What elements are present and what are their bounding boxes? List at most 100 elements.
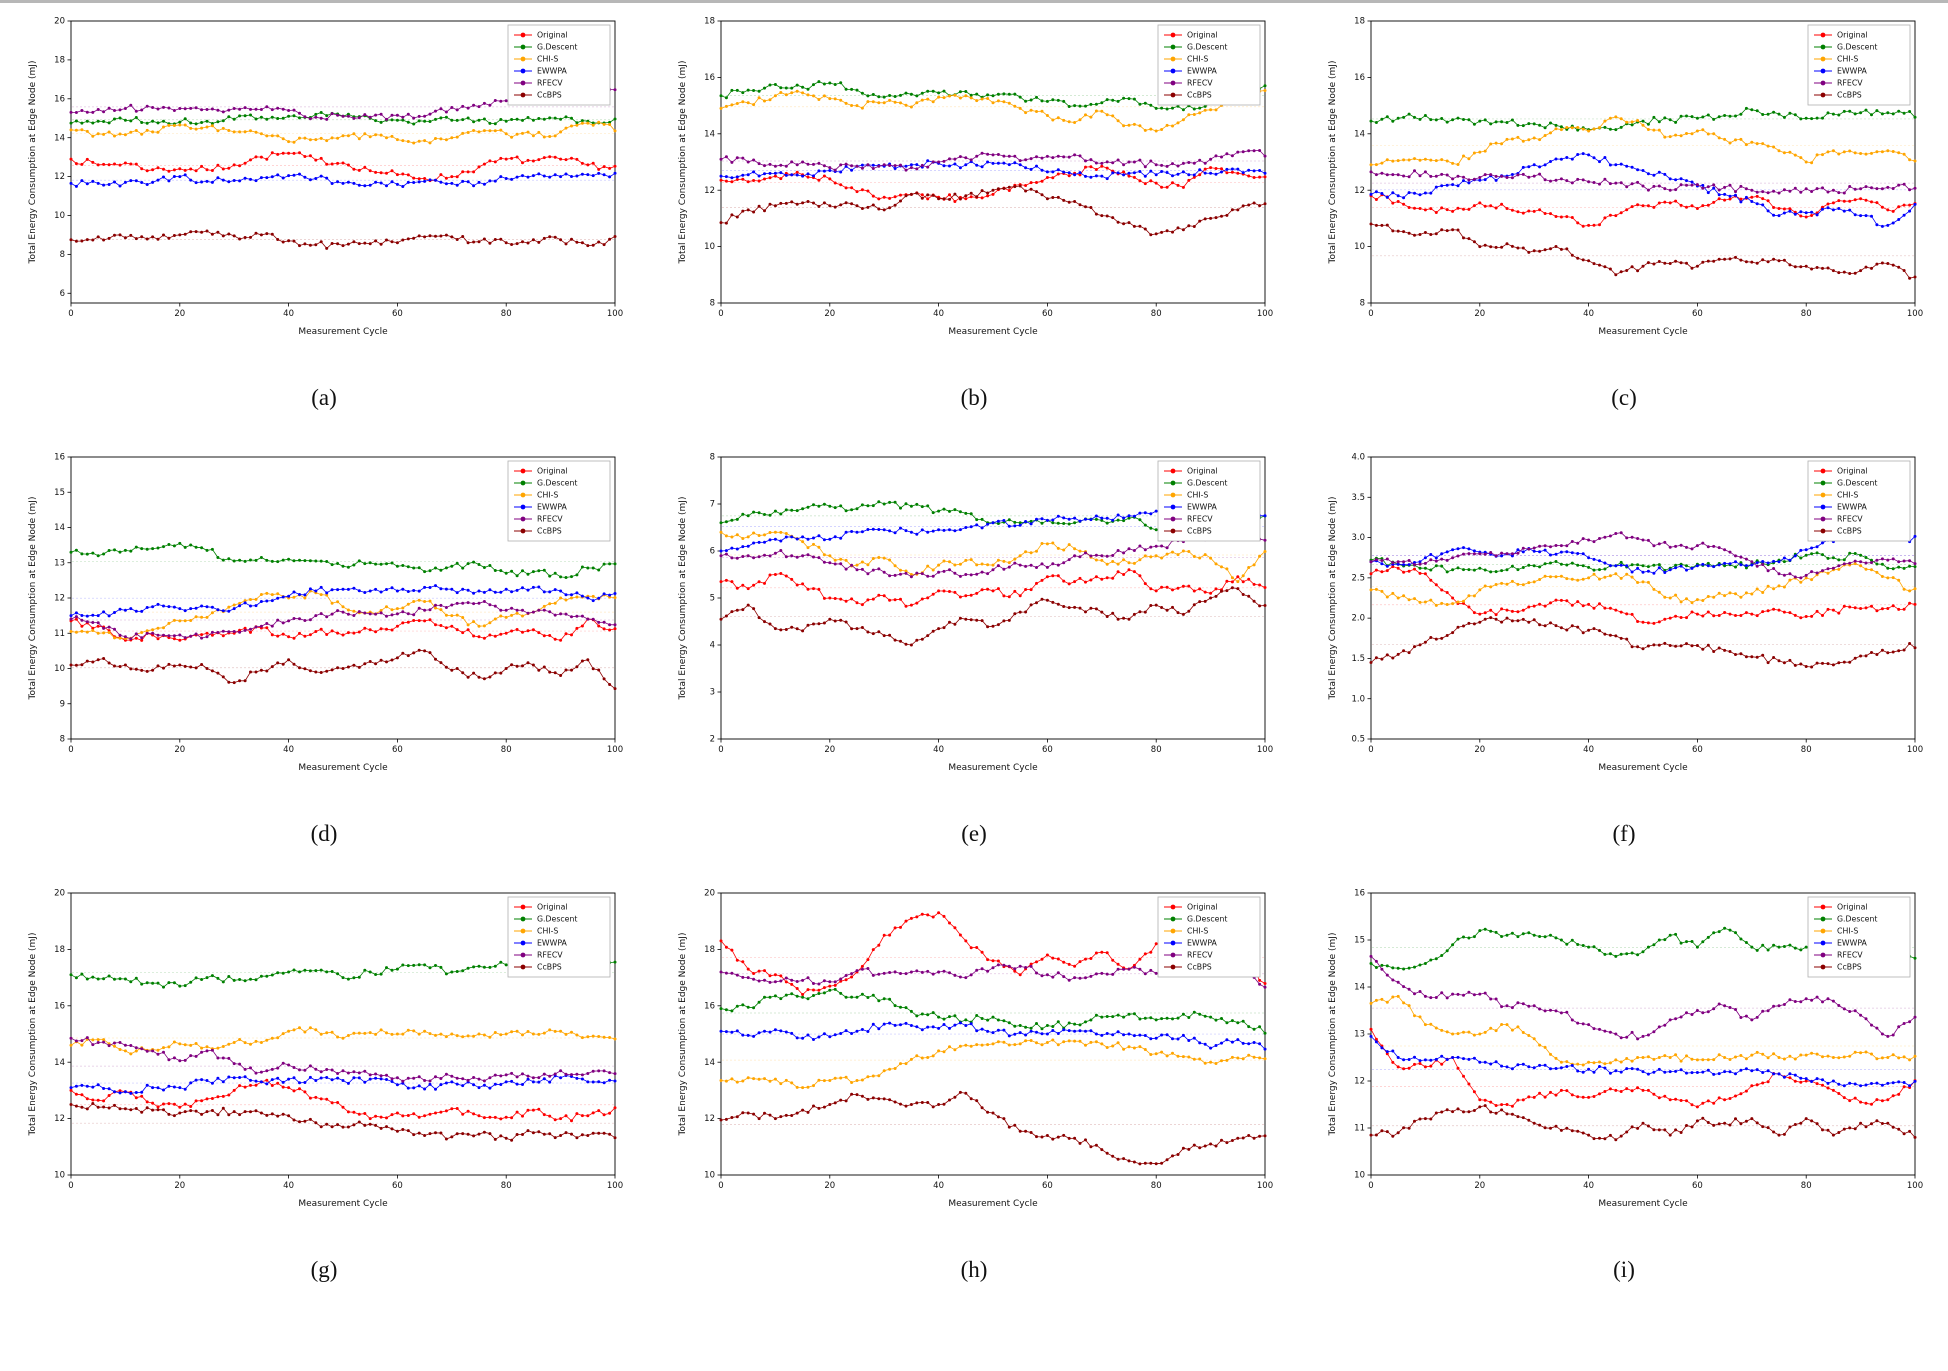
legend-item-EWWPA: EWWPA: [1164, 939, 1218, 948]
legend-marker-dot: [1170, 928, 1176, 934]
svg-text:7: 7: [710, 500, 715, 510]
series-Original: [719, 164, 1267, 203]
legend: Original G.Descent CHI-S EWWPA RFECV CcBPS: [1157, 460, 1261, 542]
legend-marker-dot: [1170, 80, 1176, 86]
legend-item-CHI-S: CHI-S: [1814, 927, 1858, 936]
subplot-e: 2 3 4 5 6 7 8 0 20 40 60 80 100 Total Energy Consumpt…: [674, 449, 1274, 857]
legend-item-G.Descent: G.Descent: [1164, 43, 1227, 52]
legend-item-RFECV: RFECV: [1164, 951, 1213, 960]
legend-marker-dot: [1820, 92, 1826, 98]
caption-g: (g): [310, 1257, 338, 1282]
svg-text:80: 80: [501, 309, 512, 319]
svg-text:100: 100: [1907, 309, 1923, 319]
series-CcBPS: [1369, 222, 1917, 280]
svg-text:40: 40: [283, 1181, 294, 1191]
legend-label: G.Descent: [537, 43, 577, 52]
y-axis-label: Total Energy Consumption at Edge Node (m…: [1328, 933, 1338, 1137]
series-CcBPS: [719, 1090, 1267, 1166]
series-G.Descent: [1369, 106, 1917, 132]
svg-text:20: 20: [174, 309, 185, 319]
series-Original: [69, 617, 617, 642]
chart-svg-b: 8 10 12 14 16 18 0 20 40 60 80 100 Total Energy Cons…: [678, 17, 1273, 337]
legend-label: CcBPS: [537, 963, 562, 972]
svg-text:80: 80: [501, 745, 512, 755]
svg-text:10: 10: [54, 664, 65, 674]
legend: Original G.Descent CHI-S EWWPA RFECV CcBPS: [507, 24, 611, 106]
legend-item-G.Descent: G.Descent: [1814, 43, 1877, 52]
series-Original: [719, 568, 1267, 608]
svg-text:60: 60: [392, 309, 403, 319]
chart-h: 10 12 14 16 18 20 0 20 40 60 80 100 Total Energy Con…: [674, 885, 1274, 1215]
legend-label: RFECV: [537, 515, 563, 524]
svg-text:20: 20: [704, 889, 715, 899]
legend-marker-dot: [1820, 964, 1826, 970]
legend-item-CHI-S: CHI-S: [514, 55, 558, 64]
legend-label: G.Descent: [1187, 915, 1227, 924]
series-G.Descent: [69, 541, 617, 579]
legend-marker-dot: [1170, 32, 1176, 38]
subplot-c: 8 10 12 14 16 18 0 20 40 60 80 100 Total Energy Cons…: [1324, 13, 1924, 421]
svg-text:80: 80: [1801, 309, 1812, 319]
legend-marker-dot: [1170, 952, 1176, 958]
legend-marker-dot: [1170, 504, 1176, 510]
svg-text:0: 0: [68, 1181, 73, 1191]
series-CHI-S: [719, 1038, 1267, 1090]
caption-f: (f): [1612, 821, 1636, 846]
caption-i: (i): [1613, 1257, 1635, 1282]
series-RFECV: [69, 600, 617, 641]
x-axis-label: Measurement Cycle: [948, 1199, 1038, 1209]
legend-label: G.Descent: [537, 915, 577, 924]
legend-label: Original: [1837, 467, 1868, 476]
chart-svg-c: 8 10 12 14 16 18 0 20 40 60 80 100 Total Energy Cons…: [1328, 17, 1923, 337]
svg-text:80: 80: [501, 1181, 512, 1191]
chart-g: 10 12 14 16 18 20 0 20 40 60 80 100 Total Energy Con…: [24, 885, 624, 1215]
legend-label: CcBPS: [537, 527, 562, 536]
legend-item-CcBPS: CcBPS: [1164, 527, 1212, 536]
chart-d: 8 9 10 11 12 13 14 15 16 0 20 40 60 80 100 Total Energy…: [24, 449, 624, 779]
chart-svg-h: 10 12 14 16 18 20 0 20 40 60 80 100 Total Energy Con…: [678, 889, 1273, 1209]
svg-text:16: 16: [54, 94, 65, 104]
series-RFECV: [1369, 531, 1917, 580]
svg-text:60: 60: [1042, 309, 1053, 319]
legend-item-CcBPS: CcBPS: [1164, 963, 1212, 972]
svg-text:5: 5: [710, 594, 715, 604]
figure-grid: 6 8 10 12 14 16 18 20 0 20 40 60 80 100 Total Energy C…: [0, 3, 1948, 1293]
legend-item-G.Descent: G.Descent: [514, 915, 577, 924]
series-CcBPS: [719, 586, 1267, 647]
svg-text:40: 40: [933, 309, 944, 319]
svg-text:14: 14: [54, 133, 65, 143]
svg-text:16: 16: [54, 453, 65, 463]
legend-item-CHI-S: CHI-S: [514, 927, 558, 936]
x-axis-label: Measurement Cycle: [298, 763, 388, 773]
svg-text:40: 40: [283, 745, 294, 755]
legend-label: EWWPA: [537, 503, 568, 512]
y-axis-label: Total Energy Consumption at Edge Node (m…: [28, 497, 38, 701]
legend-item-CHI-S: CHI-S: [1164, 491, 1208, 500]
series-CcBPS: [1369, 1104, 1917, 1142]
svg-text:3.0: 3.0: [1351, 533, 1365, 543]
svg-text:3.5: 3.5: [1351, 493, 1365, 503]
legend-marker-dot: [520, 964, 526, 970]
x-axis-label: Measurement Cycle: [298, 327, 388, 337]
svg-text:60: 60: [1692, 745, 1703, 755]
legend-item-RFECV: RFECV: [514, 79, 563, 88]
legend-marker-dot: [1820, 904, 1826, 910]
legend-marker-dot: [1820, 516, 1826, 522]
series-EWWPA: [69, 584, 617, 618]
chart-f: 0.5 1.0 1.5 2.0 2.5 3.0 3.5 4.0 0 20 40 60 80 100 Tota…: [1324, 449, 1924, 779]
caption-d: (d): [310, 821, 338, 846]
x-axis-label: Measurement Cycle: [1598, 763, 1688, 773]
legend-item-G.Descent: G.Descent: [1164, 915, 1227, 924]
svg-text:4: 4: [710, 641, 715, 651]
legend-marker-dot: [520, 56, 526, 62]
legend-label: CHI-S: [1187, 55, 1208, 64]
series-Original: [69, 1078, 617, 1123]
svg-text:1.5: 1.5: [1351, 654, 1365, 664]
caption-c: (c): [1611, 385, 1637, 410]
svg-text:100: 100: [607, 745, 623, 755]
series-CcBPS: [69, 1102, 617, 1142]
legend-label: RFECV: [1837, 951, 1863, 960]
svg-text:10: 10: [54, 1171, 65, 1181]
legend-item-RFECV: RFECV: [1814, 79, 1863, 88]
